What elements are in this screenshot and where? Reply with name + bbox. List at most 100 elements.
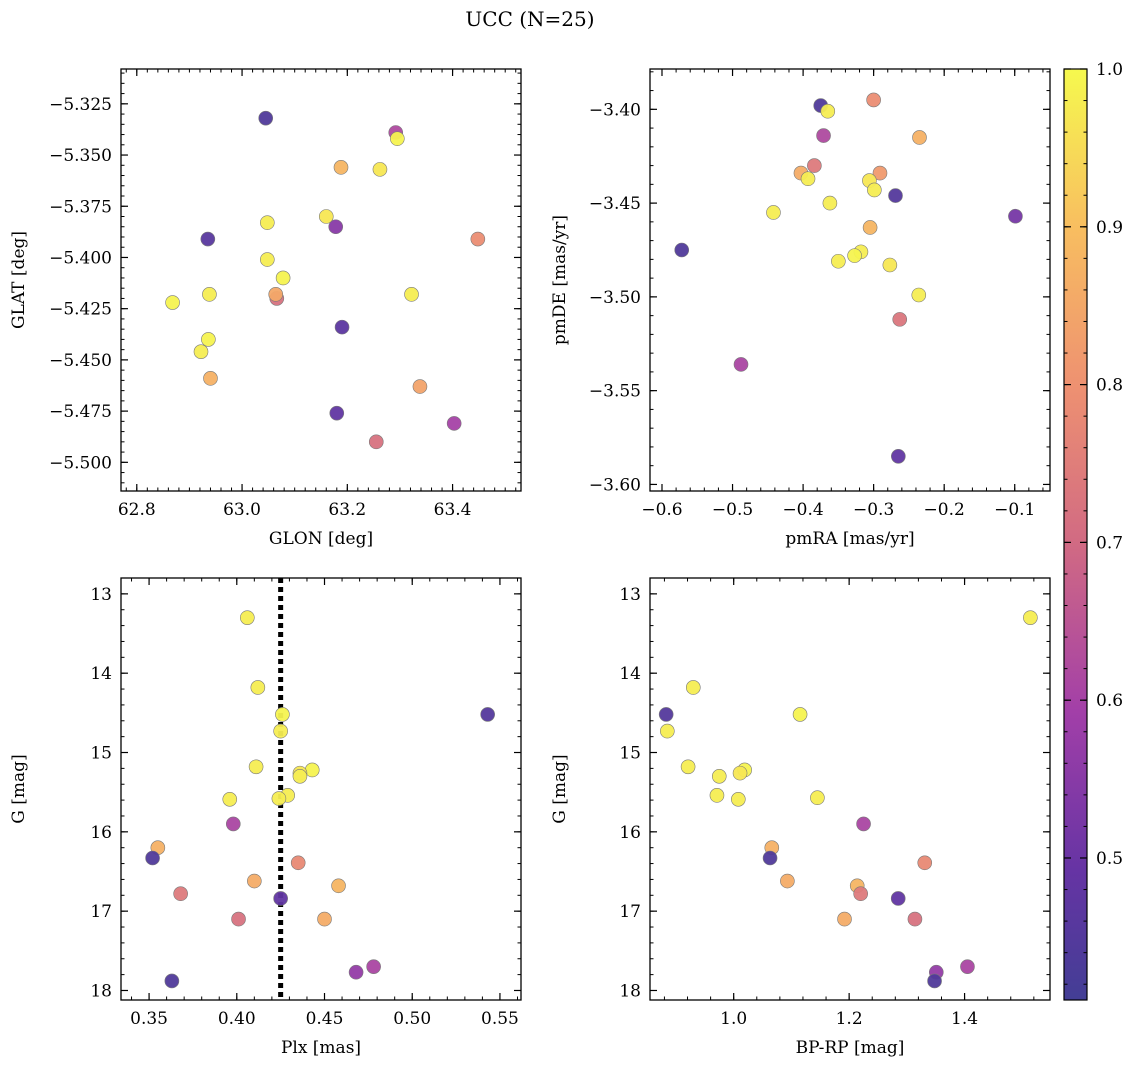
scatter-point xyxy=(822,195,838,211)
scatter-point xyxy=(766,205,781,220)
scatter-point xyxy=(711,769,727,784)
scatter-point xyxy=(733,357,749,372)
scatter-point xyxy=(1023,610,1038,625)
scatter-point xyxy=(304,762,320,778)
x-tick-label: 62.8 xyxy=(118,500,156,520)
scatter-point xyxy=(912,130,927,145)
scatter-point xyxy=(732,765,748,781)
scatter-point xyxy=(882,257,898,273)
scatter-point xyxy=(329,405,345,421)
scatter-point xyxy=(248,759,264,775)
colorbar-tick-label: 0.9 xyxy=(1096,218,1123,238)
scatter-point xyxy=(318,209,334,224)
scatter-point xyxy=(892,312,908,327)
scatter-point xyxy=(658,707,674,722)
x-axis-label: pmRA [mas/yr] xyxy=(785,529,914,549)
y-tick-label: −5.425 xyxy=(49,300,112,320)
scatter-point xyxy=(891,449,906,464)
x-tick-label: 63.0 xyxy=(223,500,261,520)
x-tick-label: 0.50 xyxy=(393,1009,431,1029)
scatter-point xyxy=(917,855,933,871)
scatter-point xyxy=(872,165,888,181)
scatter-point xyxy=(888,188,903,203)
panel-3: 0.35 0.40 0.45 0.50 0.55 13 14 15 16 17 18 Plx [mas… xyxy=(9,577,522,1058)
y-tick-label: 13 xyxy=(90,585,112,605)
y-tick-label: −3.55 xyxy=(589,382,641,402)
y-tick-label: −5.400 xyxy=(49,248,112,268)
x-tick-label: 1.2 xyxy=(836,1009,863,1029)
x-axis-label: Plx [mas] xyxy=(281,1038,361,1058)
y-axis-label: GLAT [deg] xyxy=(9,231,29,329)
plot-frame xyxy=(649,577,1051,1001)
x-tick-label: 63.4 xyxy=(434,500,472,520)
scatter-point xyxy=(173,886,188,902)
y-tick-label: 14 xyxy=(619,664,641,684)
scatter-point xyxy=(368,434,384,450)
scatter-point xyxy=(853,886,868,902)
scatter-point xyxy=(193,344,209,359)
scatter-point xyxy=(200,231,216,247)
panel-2: −0.6 −0.5 −0.4 −0.3 −0.2 −0.1 −3.40 −3.45 −3.50 −… xyxy=(550,68,1051,549)
scatter-point xyxy=(231,911,246,927)
scatter-point xyxy=(685,680,701,695)
scatter-point xyxy=(820,103,836,119)
y-tick-label: −5.325 xyxy=(49,95,112,115)
scatter-point xyxy=(837,911,852,927)
colorbar-gradient xyxy=(1063,68,1088,1001)
scatter-point xyxy=(890,891,906,906)
y-tick-label: 13 xyxy=(619,585,641,605)
colorbar-tick-label: 0.7 xyxy=(1096,533,1123,553)
scatter-point xyxy=(317,911,332,927)
scatter-point xyxy=(862,220,878,235)
scatter-point xyxy=(164,973,180,989)
y-tick-label: 16 xyxy=(619,823,641,843)
y-tick-label: 17 xyxy=(619,902,641,922)
scatter-point xyxy=(331,878,346,894)
scatter-point xyxy=(334,319,350,335)
scatter-point xyxy=(856,816,871,832)
scatter-point xyxy=(292,769,308,784)
x-tick-label: −0.1 xyxy=(994,500,1035,520)
scatter-point xyxy=(165,295,180,310)
scatter-point xyxy=(731,792,746,807)
y-tick-label: −3.60 xyxy=(589,475,641,495)
scatter-point xyxy=(480,707,495,722)
scatter-point xyxy=(831,253,846,269)
scatter-point xyxy=(866,92,881,108)
scatter-point xyxy=(268,287,284,302)
y-tick-label: 15 xyxy=(619,744,641,764)
plot-frame xyxy=(120,577,522,1001)
y-tick-label: 17 xyxy=(90,902,112,922)
plot-frame xyxy=(649,68,1051,492)
x-tick-label: 63.2 xyxy=(328,500,366,520)
x-tick-label: −0.3 xyxy=(853,500,894,520)
scatter-point xyxy=(660,723,675,739)
y-tick-label: −5.500 xyxy=(49,453,112,473)
x-axis-label: GLON [deg] xyxy=(269,529,373,549)
scatter-point xyxy=(960,959,975,974)
scatter-point xyxy=(225,816,241,832)
scatter-point xyxy=(366,959,381,974)
x-axis-label: BP-RP [mag] xyxy=(796,1038,905,1058)
colorbar-tick-label: 0.8 xyxy=(1096,376,1123,396)
x-tick-label: −0.2 xyxy=(924,500,965,520)
y-tick-label: −5.375 xyxy=(49,197,112,217)
scatter-point xyxy=(404,287,419,302)
scatter-point xyxy=(709,788,725,803)
y-tick-label: −3.45 xyxy=(589,194,641,214)
figure-suptitle: UCC (N=25) xyxy=(465,7,594,31)
y-tick-label: 14 xyxy=(90,664,112,684)
scatter-point xyxy=(273,723,288,739)
scatter-point xyxy=(372,162,388,177)
colorbar: 0.5 0.6 0.7 0.8 0.9 1.0 xyxy=(1063,60,1123,1001)
scatter-point xyxy=(250,680,266,695)
x-tick-label: 0.55 xyxy=(481,1009,519,1029)
scatter-point xyxy=(328,219,344,235)
scatter-point xyxy=(260,215,275,230)
y-tick-label: −5.475 xyxy=(49,402,112,422)
scatter-point xyxy=(470,231,486,247)
y-tick-label: −3.40 xyxy=(589,100,641,120)
y-tick-label: 18 xyxy=(619,981,641,1001)
x-tick-label: 1.4 xyxy=(951,1009,978,1029)
y-tick-label: 16 xyxy=(90,823,112,843)
